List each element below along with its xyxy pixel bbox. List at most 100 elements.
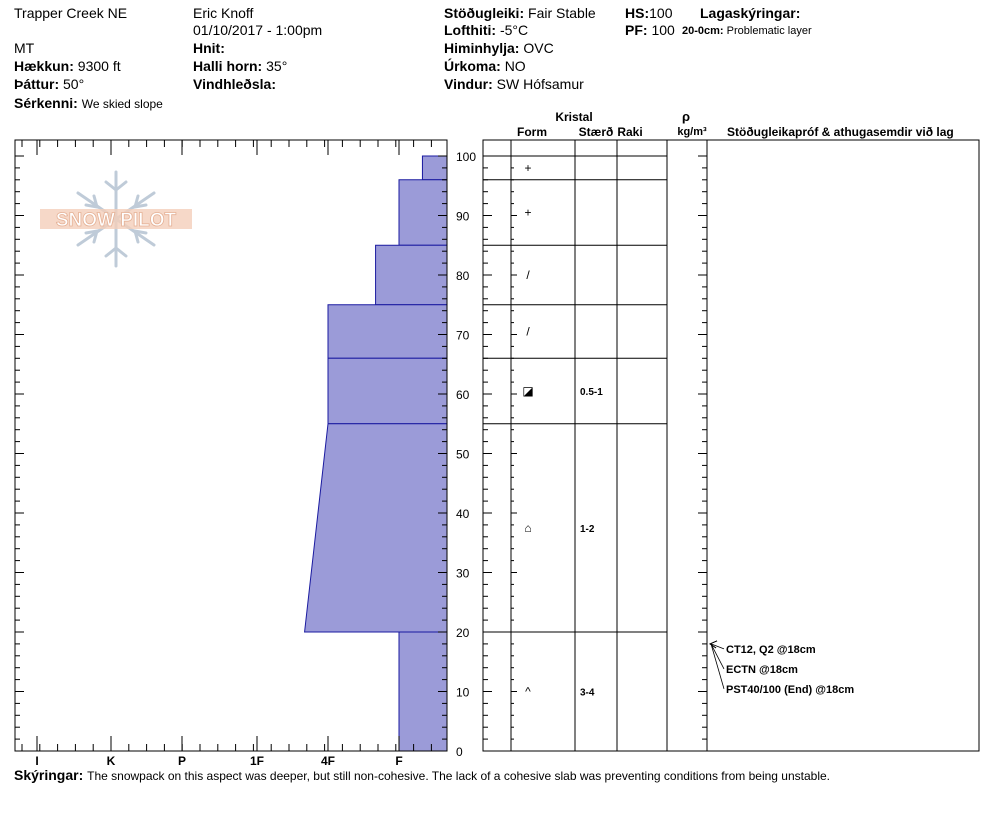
elevation-label: Hækkun: [14, 58, 74, 74]
air-temp-label: Lofthiti: [444, 22, 497, 38]
elevation-row: Hækkun: 9300 ft [14, 57, 121, 75]
layer-note-row: 20-0cm: Problematic layer [682, 22, 812, 40]
slope-value: 35° [266, 58, 288, 74]
aspect-label: Þáttur: [14, 76, 60, 92]
aspect-value: 50° [63, 76, 85, 92]
footer-label: Skýringar: [14, 767, 84, 783]
col-crystal: Kristal [555, 110, 592, 124]
hardness-layer [398, 179, 448, 246]
pf-row: PF: 100 [625, 21, 675, 39]
grain-size: 0.5-1 [580, 387, 603, 398]
depth-tick-label: 80 [456, 269, 470, 283]
precip-value: NO [504, 58, 526, 74]
air-temp-row: Lofthiti: -5°C [444, 21, 528, 39]
features-value: We skied slope [81, 97, 163, 111]
stability-test-arrowhead [709, 640, 718, 649]
depth-tick-label: 70 [456, 329, 470, 343]
sky-row: Himinhylja: OVC [444, 39, 554, 57]
depth-tick-label: 0 [456, 745, 463, 759]
hardness-layers [304, 155, 448, 752]
hardness-tick-label: 4F [321, 754, 335, 768]
slope-label: Halli horn: [193, 58, 263, 74]
sky-label: Himinhylja: [444, 40, 520, 56]
hardness-tick-label: F [395, 754, 402, 768]
aspect-row: Þáttur: 50° [14, 75, 84, 93]
stability-tests: CT12, Q2 @18cm ECTN @18cm PST40/100 (End) … [709, 640, 854, 696]
layer-notes-label: Lagaskýringar: [700, 5, 801, 21]
depth-tick-label: 100 [456, 150, 476, 164]
snowpilot-logo: SNOW PILOT [40, 170, 192, 268]
hardness-layer [327, 304, 448, 359]
stability-test-pointer [710, 643, 725, 670]
hardness-tick-label: K [107, 754, 116, 768]
depth-tick-label: 10 [456, 686, 470, 700]
datetime: 01/10/2017 - 1:00pm [193, 22, 323, 38]
hardness-tick-label: I [35, 754, 38, 768]
hardness-layer [327, 357, 448, 425]
layer-table-frame [482, 139, 980, 752]
air-temp-value: -5°C [499, 22, 529, 38]
col-tests: Stöðugleikapróf & athugasemdir við lag [727, 125, 954, 139]
wind-value: SW Hófsamur [496, 76, 584, 92]
depth-tick-label: 20 [456, 626, 470, 640]
stability-test-pointer [710, 643, 725, 690]
hardness-layer [304, 423, 448, 633]
stability-row: Stöðugleiki: Fair Stable [444, 4, 596, 22]
stability-test-label: CT12, Q2 @18cm [726, 644, 816, 656]
table-depth-ticks [483, 155, 707, 752]
depth-tick-label: 30 [456, 567, 470, 581]
col-density-unit: kg/m³ [677, 126, 707, 138]
sky-value: OVC [523, 40, 554, 56]
hardness-layer [375, 244, 448, 306]
grain-form: ◪ [522, 384, 533, 398]
grain-form: + [524, 161, 531, 175]
grain-form: + [524, 206, 531, 220]
location: Trapper Creek NE [14, 5, 128, 21]
stability-value: Fair Stable [528, 5, 596, 21]
pf-label: PF: [625, 22, 648, 38]
layer-table-content: + + / / ◪ 0.5-1 ⌂ 1-2 ^ 3-4 [522, 161, 603, 699]
footer-text: The snowpack on this aspect was deeper, … [87, 769, 831, 783]
wind-row: Vindur: SW Hófsamur [444, 75, 584, 93]
grain-form: / [526, 325, 530, 339]
hs-row: HS:100 [625, 4, 672, 22]
hardness-tick-label: 1F [250, 754, 264, 768]
footer: Skýringar: The snowpack on this aspect w… [14, 766, 830, 785]
hs-label: HS: [625, 5, 650, 21]
observer: Eric Knoff [193, 5, 254, 21]
layer-note-depth: 20-0cm: [682, 25, 724, 37]
depth-tick-label: 50 [456, 448, 470, 462]
hardness-ticks: I K P 1F 4F F [21, 140, 432, 768]
wind-load-row: Vindhleðsla: [193, 75, 276, 93]
hardness-plot-frame [14, 139, 448, 752]
wind-label: Vindur: [444, 76, 493, 92]
elevation-value: 9300 ft [77, 58, 121, 74]
precip-row: Úrkoma: NO [444, 57, 526, 75]
stability-test-pointer [710, 643, 725, 650]
stability-test-label: ECTN @18cm [726, 664, 798, 676]
pf-value: 100 [651, 22, 675, 38]
grain-form: / [526, 268, 530, 282]
depth-tick-label: 60 [456, 388, 470, 402]
depth-axis: 0 10 20 30 40 50 60 70 80 90 100 [15, 150, 476, 759]
col-form: Form [517, 125, 547, 139]
layer-note-text: Problematic layer [726, 25, 812, 37]
depth-tick-label: 90 [456, 210, 470, 224]
grain-form: ⌂ [524, 521, 531, 535]
wind-load-label: Vindhleðsla: [193, 76, 276, 92]
col-density-symbol: ρ [682, 109, 690, 124]
coords-row: Hnit: [193, 39, 225, 57]
hs-value: 100 [649, 5, 673, 21]
grain-size: 3-4 [580, 688, 595, 699]
col-size: Stærð [579, 125, 614, 139]
region: MT [14, 40, 35, 56]
features-label: Sérkenni: [14, 95, 78, 111]
col-moisture: Raki [617, 125, 642, 139]
logo-text: SNOW PILOT [56, 210, 177, 231]
hardness-tick-label: P [178, 754, 186, 768]
stability-test-label: PST40/100 (End) @18cm [726, 684, 854, 696]
precip-label: Úrkoma: [444, 58, 501, 74]
grain-size: 1-2 [580, 524, 595, 535]
coords-label: Hnit: [193, 40, 225, 56]
